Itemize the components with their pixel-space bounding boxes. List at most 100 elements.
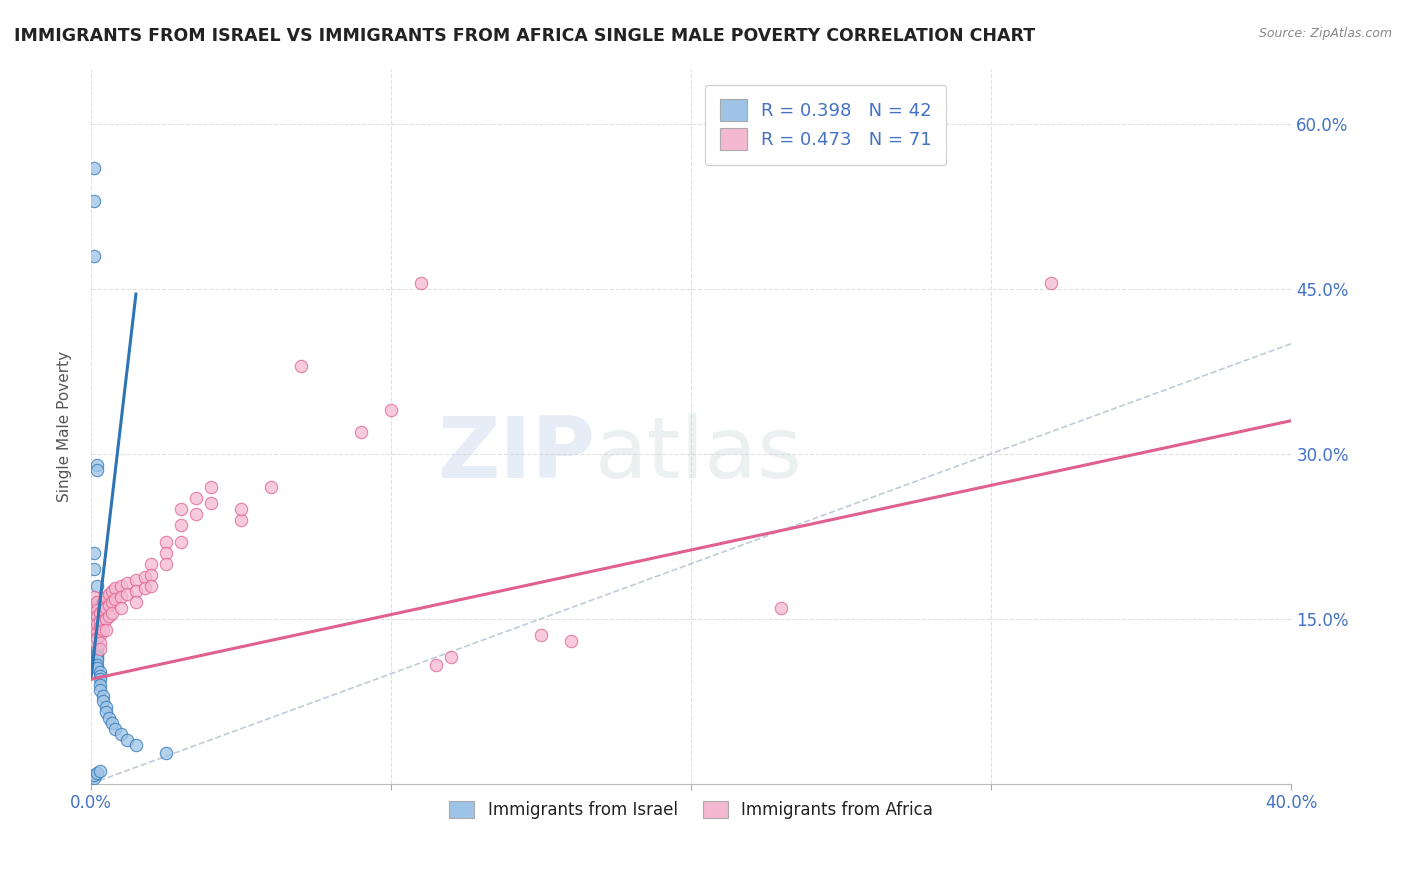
Point (91, 689, 114, 703)
Point (110, 590, 132, 604)
Point (104, 591, 127, 606)
Point (89, 642, 111, 657)
Point (155, 746, 177, 760)
Point (425, 657, 447, 672)
Point (97, 587, 120, 601)
Point (86, 642, 108, 657)
Point (125, 573, 148, 587)
Point (91, 595, 114, 609)
Point (110, 600, 132, 615)
Point (83, 771, 105, 785)
Point (86, 603, 108, 617)
Point (94, 699, 117, 714)
Point (97, 599, 120, 613)
Point (104, 581, 127, 595)
Point (155, 534, 177, 549)
Point (155, 557, 177, 571)
Point (83, 249, 105, 263)
Point (350, 425, 373, 439)
Text: Source: ZipAtlas.com: Source: ZipAtlas.com (1258, 27, 1392, 40)
Text: IMMIGRANTS FROM ISRAEL VS IMMIGRANTS FROM AFRICA SINGLE MALE POVERTY CORRELATION: IMMIGRANTS FROM ISRAEL VS IMMIGRANTS FRO… (14, 27, 1035, 45)
Point (89, 678, 111, 692)
Point (170, 501, 193, 516)
Point (86, 617, 108, 632)
Point (83, 612, 105, 626)
Point (83, 628, 105, 642)
Point (139, 567, 162, 582)
Point (89, 606, 111, 620)
Point (86, 463, 108, 477)
Point (83, 612, 105, 626)
Point (89, 620, 111, 634)
Point (125, 595, 148, 609)
Point (89, 628, 111, 642)
Point (184, 491, 207, 505)
Point (83, 590, 105, 604)
Point (83, 161, 105, 175)
Point (89, 614, 111, 628)
Point (86, 661, 108, 675)
Point (409, 276, 432, 290)
Point (91, 694, 114, 708)
Point (89, 683, 111, 698)
Point (139, 557, 162, 571)
Point (83, 636, 105, 650)
Point (89, 636, 111, 650)
Point (770, 600, 793, 615)
Point (101, 584, 124, 599)
Point (110, 579, 132, 593)
Point (110, 727, 132, 741)
Point (560, 633, 582, 648)
Point (83, 606, 105, 620)
Point (530, 628, 553, 642)
Point (134, 581, 156, 595)
Legend: Immigrants from Israel, Immigrants from Africa: Immigrants from Israel, Immigrants from … (443, 794, 939, 825)
Point (83, 562, 105, 576)
Point (83, 632, 105, 646)
Point (97, 711, 120, 725)
Point (83, 546, 105, 560)
Point (184, 507, 207, 521)
Point (86, 657, 108, 672)
Point (91, 603, 114, 617)
Point (94, 612, 117, 626)
Point (115, 587, 138, 601)
Point (86, 765, 108, 780)
Point (89, 665, 111, 679)
Point (104, 722, 127, 736)
Point (170, 534, 193, 549)
Point (86, 595, 108, 609)
Point (89, 764, 111, 778)
Point (94, 623, 117, 637)
Point (94, 705, 117, 719)
Point (83, 623, 105, 637)
Point (83, 606, 105, 620)
Point (86, 595, 108, 609)
Point (97, 609, 120, 624)
Point (200, 480, 222, 494)
Point (101, 716, 124, 731)
Point (83, 768, 105, 782)
Point (229, 513, 252, 527)
Point (86, 609, 108, 624)
Point (86, 653, 108, 667)
Point (83, 623, 105, 637)
Point (101, 595, 124, 609)
Point (139, 579, 162, 593)
Point (134, 570, 156, 584)
Point (83, 633, 105, 648)
Point (290, 359, 312, 373)
Point (86, 650, 108, 665)
Point (1040, 276, 1063, 290)
Point (86, 624, 108, 639)
Point (83, 617, 105, 632)
Point (229, 501, 252, 516)
Point (91, 614, 114, 628)
Point (101, 606, 124, 620)
Point (91, 623, 114, 637)
Point (260, 480, 283, 494)
Point (86, 458, 108, 472)
Point (89, 672, 111, 686)
Point (94, 600, 117, 615)
Point (83, 617, 105, 632)
